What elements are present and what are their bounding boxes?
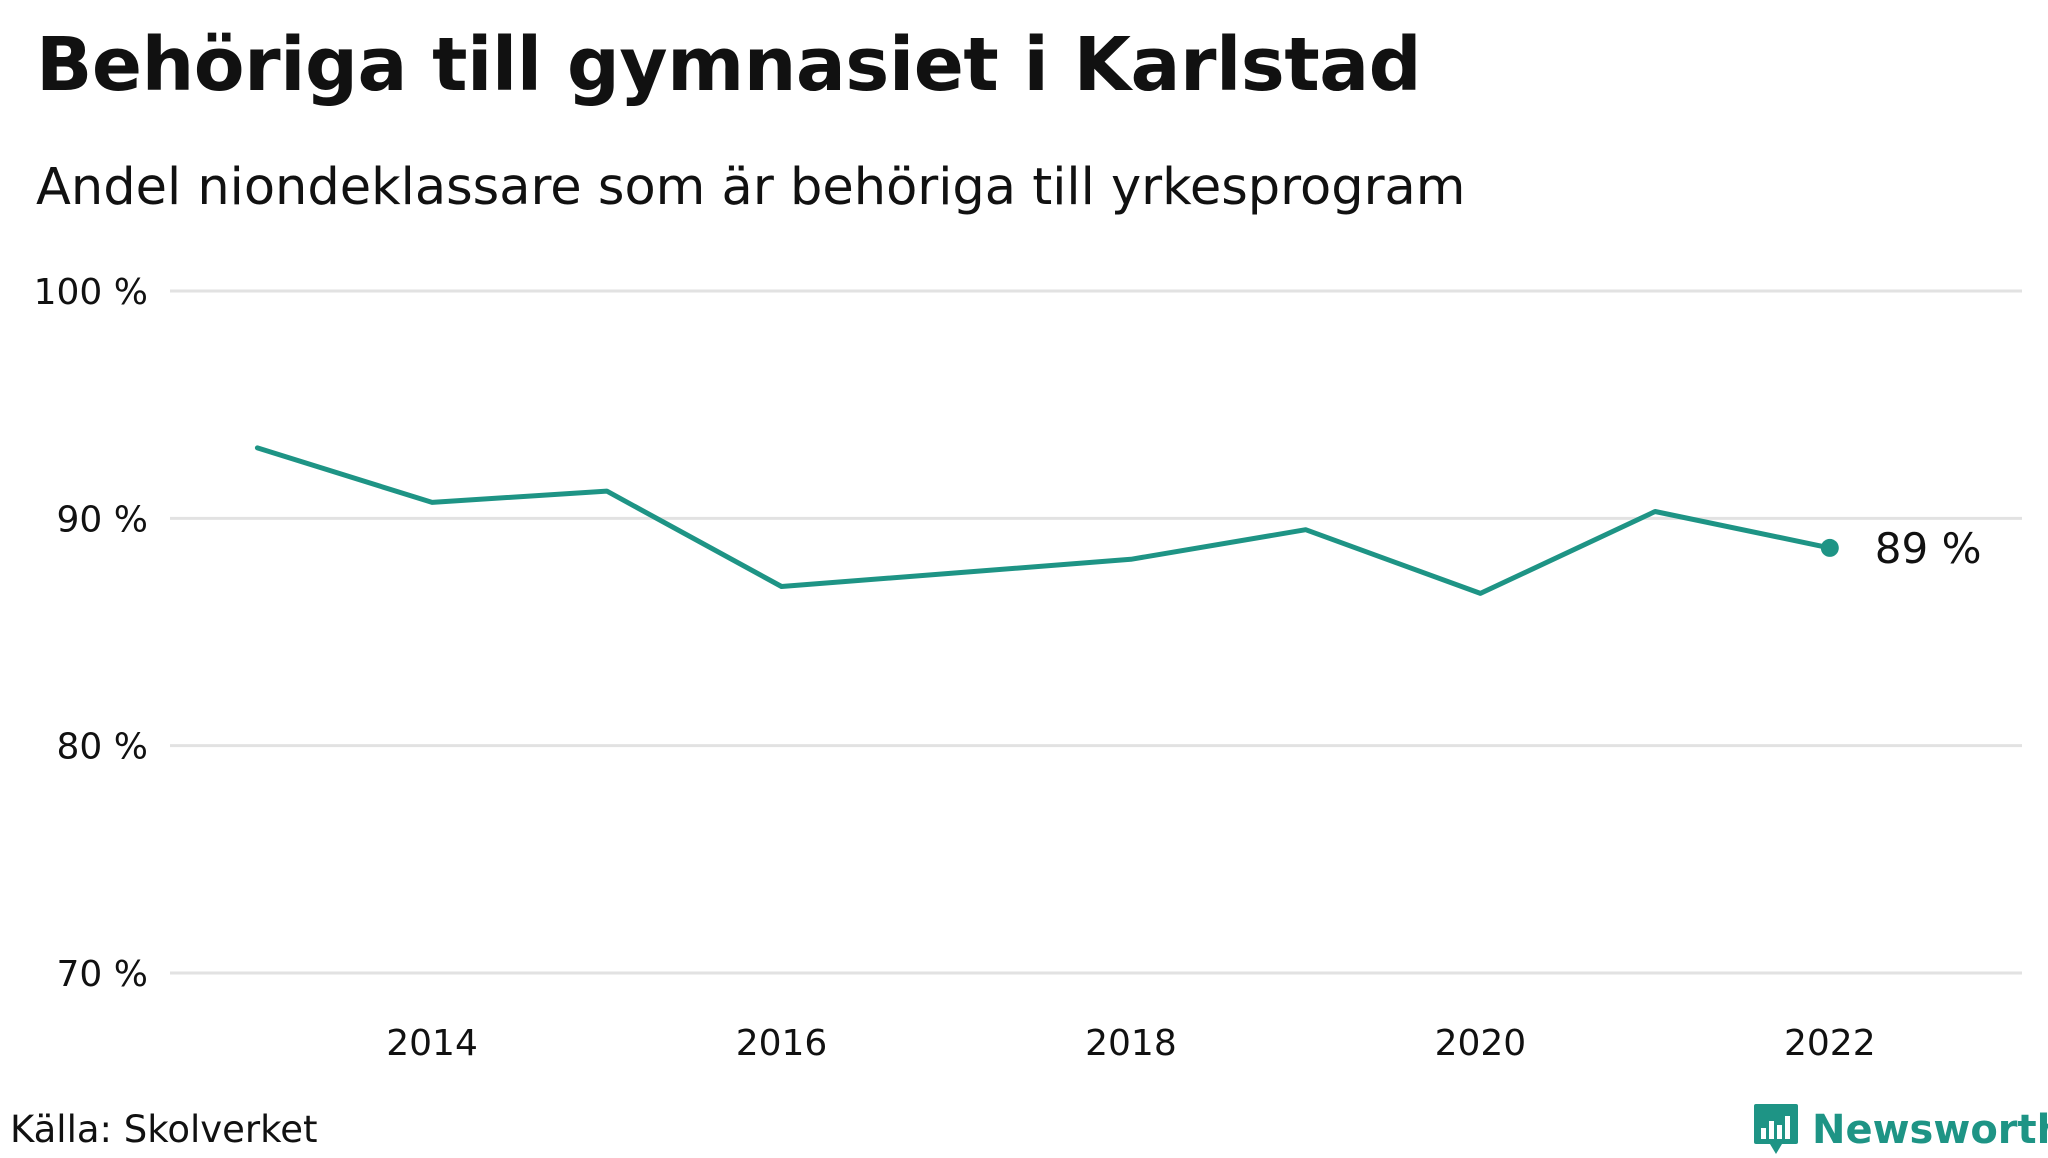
x-axis-ticks: 2014 2016 2018 2020 2022	[386, 1023, 1875, 1064]
chart-title: Behöriga till gymnasiet i Karlstad	[36, 22, 1422, 108]
brand-logo-group: Newsworthy	[1752, 1102, 2048, 1158]
grid-lines	[170, 289, 2022, 975]
x-tick-label: 2020	[1435, 1023, 1527, 1064]
end-point-marker	[1820, 538, 1839, 557]
line-chart: 70 % 80 % 90 % 100 % 2014 2016 2018 2020 2022 8…	[34, 272, 2022, 1064]
brand-name: Newsworthy	[1812, 1107, 2048, 1153]
bar-chart-speech-bubble-icon	[1754, 1104, 1798, 1154]
y-tick-label: 70 %	[57, 954, 148, 995]
x-tick-label: 2016	[736, 1023, 828, 1064]
source-credit: Källa: Skolverket	[10, 1108, 318, 1151]
x-tick-label: 2022	[1784, 1023, 1876, 1064]
y-tick-label: 100 %	[34, 272, 148, 313]
x-tick-label: 2018	[1085, 1023, 1177, 1064]
y-tick-label: 90 %	[57, 499, 148, 540]
end-value-label: 89 %	[1875, 524, 1982, 573]
chart-subtitle: Andel niondeklassare som är behöriga til…	[36, 158, 1466, 217]
y-tick-label: 80 %	[57, 727, 148, 768]
series-line	[254, 445, 1833, 596]
y-axis-ticks: 70 % 80 % 90 % 100 %	[34, 272, 148, 995]
x-tick-label: 2014	[386, 1023, 478, 1064]
series-layer: 89 %	[254, 445, 1982, 596]
